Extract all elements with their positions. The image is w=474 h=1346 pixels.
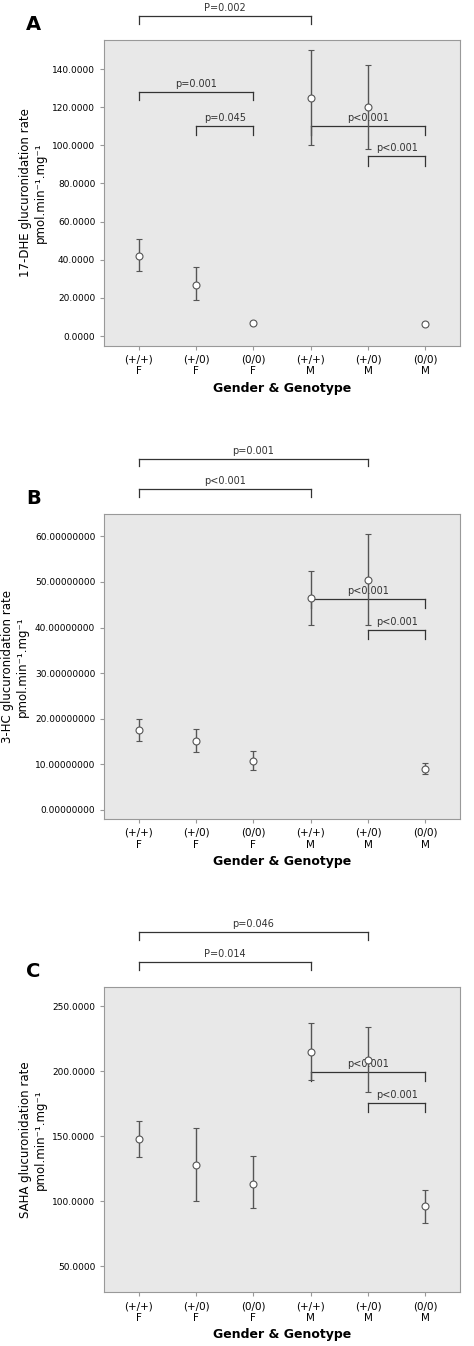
Text: p=0.045: p=0.045 — [204, 113, 246, 122]
Text: p<0.001: p<0.001 — [376, 1090, 418, 1100]
X-axis label: Gender & Genotype: Gender & Genotype — [213, 855, 351, 868]
Text: p<0.001: p<0.001 — [347, 113, 389, 122]
Text: p<0.001: p<0.001 — [204, 476, 246, 486]
Y-axis label: 17-DHE glucuronidation rate
pmol.min⁻¹.mg⁻¹: 17-DHE glucuronidation rate pmol.min⁻¹.m… — [18, 109, 46, 277]
Text: p<0.001: p<0.001 — [376, 143, 418, 153]
Text: C: C — [26, 962, 40, 981]
Text: p<0.001: p<0.001 — [347, 1059, 389, 1069]
Text: p=0.001: p=0.001 — [175, 79, 217, 89]
Text: P=0.014: P=0.014 — [204, 949, 246, 960]
Text: B: B — [26, 489, 41, 507]
Text: P=0.002: P=0.002 — [204, 3, 246, 13]
Text: p<0.001: p<0.001 — [376, 616, 418, 627]
Text: p<0.001: p<0.001 — [347, 586, 389, 596]
X-axis label: Gender & Genotype: Gender & Genotype — [213, 382, 351, 394]
Y-axis label: 3-HC glucuronidation rate
pmol.min⁻¹.mg⁻¹: 3-HC glucuronidation rate pmol.min⁻¹.mg⁻… — [1, 590, 29, 743]
Y-axis label: SAHA glucuronidation rate
pmol.min⁻¹.mg⁻¹: SAHA glucuronidation rate pmol.min⁻¹.mg⁻… — [18, 1061, 46, 1218]
Text: p=0.001: p=0.001 — [232, 446, 274, 455]
Text: A: A — [26, 15, 41, 34]
Text: p=0.046: p=0.046 — [232, 919, 274, 929]
X-axis label: Gender & Genotype: Gender & Genotype — [213, 1329, 351, 1342]
